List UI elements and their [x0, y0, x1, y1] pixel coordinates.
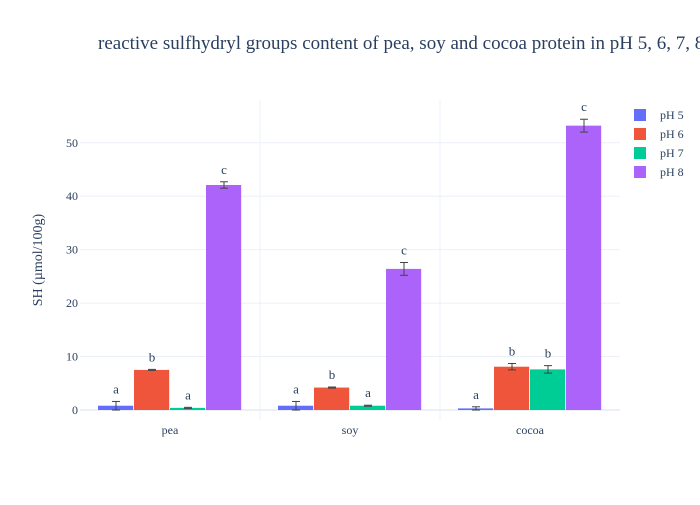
bar: [206, 184, 242, 410]
bar-letter-label: a: [185, 387, 191, 402]
bar: [386, 268, 422, 410]
bar-letter-label: b: [149, 349, 156, 364]
bar: [566, 125, 602, 410]
y-tick-label: 20: [66, 296, 78, 310]
legend-swatch: [634, 147, 646, 159]
bar-letter-label: b: [545, 346, 552, 361]
legend: pH 5 pH 6 pH 7 pH 8: [634, 108, 684, 179]
y-tick-label: 40: [66, 189, 78, 203]
y-tick-label: 50: [66, 136, 78, 150]
legend-swatch: [634, 109, 646, 121]
bar-letter-label: b: [509, 344, 516, 359]
bar-letter-label: a: [113, 381, 119, 396]
x-tick-label: cocoa: [516, 423, 545, 437]
bar: [494, 366, 530, 410]
bar: [170, 407, 206, 410]
y-tick-label: 0: [72, 403, 78, 417]
y-tick-label: 10: [66, 350, 78, 364]
x-tick-label: soy: [342, 423, 359, 437]
bar: [134, 369, 170, 410]
legend-label: pH 8: [660, 165, 684, 179]
chart-title: reactive sulfhydryl groups content of pe…: [98, 33, 700, 54]
bar-letter-label: c: [401, 242, 407, 257]
bar-letter-label: a: [365, 385, 371, 400]
legend-swatch: [634, 128, 646, 140]
legend-label: pH 6: [660, 127, 684, 141]
bars-layer: a b a c a b a c a b b c: [98, 99, 602, 411]
bar: [314, 387, 350, 410]
bar: [530, 369, 566, 410]
legend-label: pH 5: [660, 108, 684, 122]
bar-letter-label: a: [293, 381, 299, 396]
y-axis-title: SH (µmol/100g): [31, 213, 46, 306]
bar-letter-label: c: [581, 99, 587, 114]
bar-letter-label: b: [329, 367, 336, 382]
bar-letter-label: c: [221, 162, 227, 177]
x-tick-label: pea: [162, 423, 179, 437]
axis-layer: 0 10 20 30 40 50 pea soy cocoa: [66, 136, 545, 437]
y-tick-label: 30: [66, 243, 78, 257]
bar-letter-label: a: [473, 387, 479, 402]
legend-label: pH 7: [660, 146, 684, 160]
legend-swatch: [634, 166, 646, 178]
bar: [350, 405, 386, 410]
